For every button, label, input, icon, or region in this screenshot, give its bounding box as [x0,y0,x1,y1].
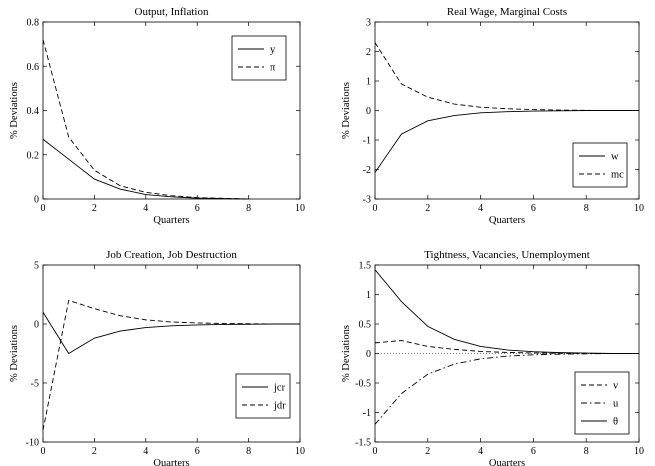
legend-label-u: u [613,399,619,410]
x-tick-label: 4 [143,203,148,214]
chart-title: Output, Inflation [135,6,209,18]
x-tick-label: 0 [41,446,46,457]
x-tick-label: 10 [295,446,305,457]
y-tick-label: 0 [34,195,39,206]
y-tick-label: 1.5 [359,261,372,272]
x-tick-label: 10 [295,203,305,214]
x-tick-label: 8 [246,446,251,457]
chart-title: Tightness, Vacancies, Unemployment [424,249,590,261]
legend-box [231,35,287,81]
legend: w mc [572,142,628,188]
series-line-mc [374,42,639,111]
legend-label-v: v [613,381,619,392]
y-tick-label: 0.2 [27,150,40,161]
series-line-θ [374,269,639,354]
series-line-u [374,353,639,425]
series-line-jcr [42,311,300,355]
y-tick-label: 1 [366,77,371,88]
x-tick-label: 6 [531,446,536,457]
y-tick-label: 0 [366,106,371,117]
x-tick-label: 4 [478,203,483,214]
legend-box [235,373,291,419]
series-line-y [42,138,249,200]
y-tick-label: 2 [366,47,371,58]
chart-panel-3: Job Creation, Job Destruction 0 2 4 6 8 10 -10 -… [9,249,305,466]
legend-label-w: w [611,152,619,163]
series-line-v [374,340,639,354]
legend-label-π: π [270,63,276,74]
y-tick-label: -1.5 [355,438,371,449]
x-tick-label: 2 [425,203,430,214]
y-tick-label: -2 [363,165,371,176]
y-tick-label: 1 [366,290,371,301]
x-axis-label: Quarters [489,215,525,226]
x-tick-label: 4 [478,446,483,457]
x-axis-label: Quarters [153,215,189,226]
y-tick-label: -1 [363,136,371,147]
y-axis-label: % Deviations [9,82,20,139]
x-axis-label: Quarters [153,458,189,466]
x-tick-label: 2 [425,446,430,457]
x-tick-label: 8 [246,203,251,214]
series-line-w [374,110,639,173]
x-tick-label: 2 [92,203,97,214]
y-tick-label: 0.5 [359,320,372,331]
y-tick-label: -1 [363,408,371,419]
legend-label-jcr: jcr [273,383,286,394]
chart-title: Real Wage, Marginal Costs [447,6,567,18]
legend-label-mc: mc [611,170,624,181]
y-tick-label: -5 [31,379,39,390]
y-tick-label: -10 [26,438,39,449]
x-tick-label: 0 [41,203,46,214]
legend: yπ [231,35,287,81]
legend: jcr jdr [235,373,291,419]
x-tick-label: 6 [531,203,536,214]
chart-panel-4: Tightness, Vacancies, Unemployment 0 2 4 6 8 1… [341,249,644,466]
y-tick-label: 0.8 [27,18,40,29]
legend: vuθ [574,371,630,435]
series-line-jdr [42,299,300,431]
y-tick-label: 3 [366,18,371,29]
legend-label-jdr: jdr [273,401,286,412]
legend-box [572,142,628,188]
y-axis-label: % Deviations [9,325,20,382]
chart-panel-1: Output, Inflation 0 2 4 6 8 10 0 0.2 0.4 0.6 0.8 Qua… [9,6,305,226]
y-tick-label: 0.4 [27,106,40,117]
x-tick-label: 6 [195,203,200,214]
x-tick-label: 4 [143,446,148,457]
x-tick-label: 0 [373,203,378,214]
legend-label-y: y [270,45,276,56]
series-line-π [42,39,249,200]
y-tick-label: 0.6 [27,62,40,73]
x-tick-label: 2 [92,446,97,457]
y-tick-label: 0 [366,349,371,360]
x-tick-label: 10 [634,203,644,214]
x-tick-label: 6 [195,446,200,457]
x-axis-label: Quarters [489,458,525,466]
x-tick-label: 8 [584,203,589,214]
x-tick-label: 0 [373,446,378,457]
y-axis-label: % Deviations [341,82,352,139]
y-axis-label: % Deviations [341,325,352,382]
chart-title: Job Creation, Job Destruction [106,249,237,261]
y-tick-label: -0.5 [355,379,371,390]
x-tick-label: 8 [584,446,589,457]
y-tick-label: 0 [34,320,39,331]
y-tick-label: -3 [363,195,371,206]
plot-frame [42,264,301,443]
chart-panel-2: Real Wage, Marginal Costs 0 2 4 6 8 10 -3 -2 -1 0 1… [341,6,644,226]
x-tick-label: 10 [634,446,644,457]
y-tick-label: 5 [34,261,39,272]
legend-label-θ: θ [613,417,618,428]
